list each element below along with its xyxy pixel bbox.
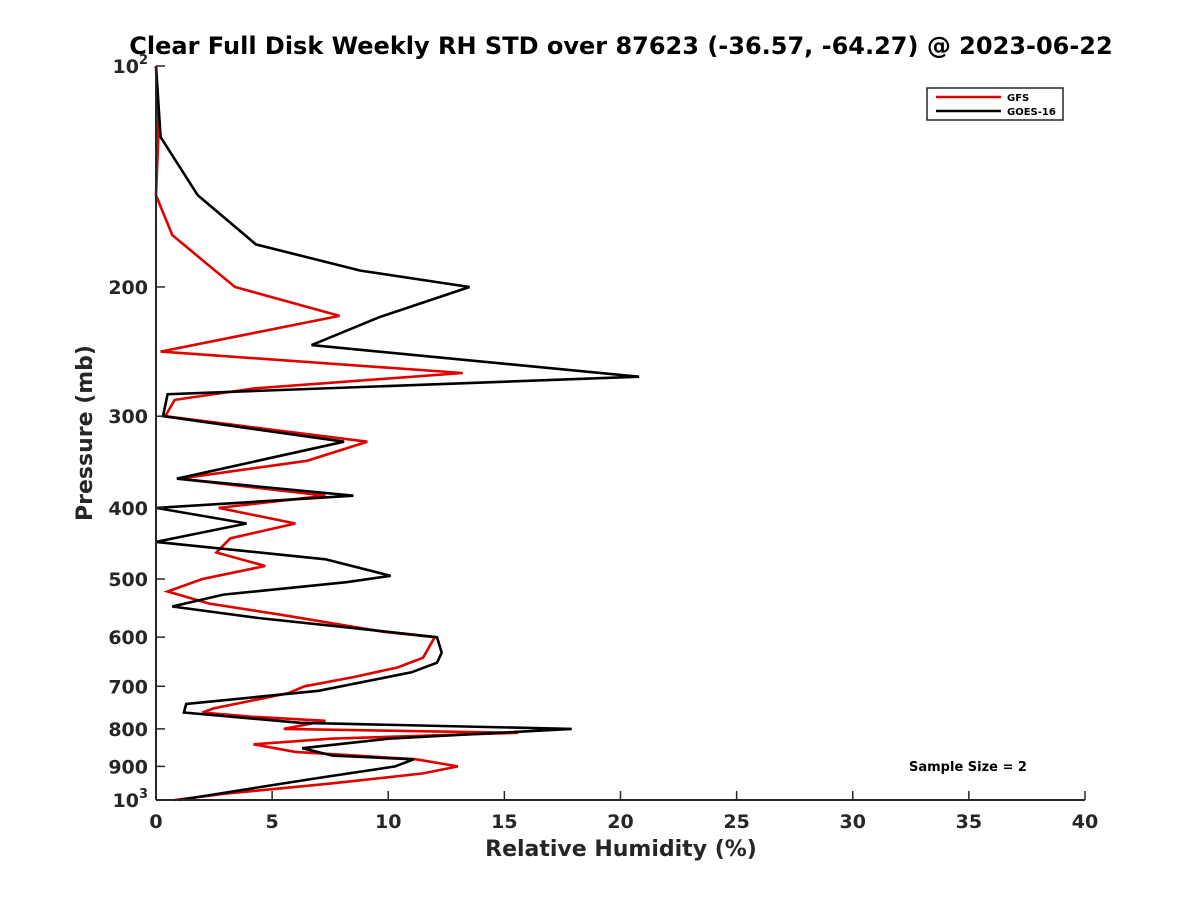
y-tick-label: 900 <box>108 756 148 778</box>
x-tick-label: 10 <box>375 811 401 833</box>
x-tick-label: 40 <box>1072 811 1098 833</box>
series-line-goes16 <box>154 65 640 802</box>
legend-box <box>926 87 1064 121</box>
plot-area: 0 5 10 15 20 25 30 35 40 102 200 300 400 500 600 700 80… <box>108 53 1098 833</box>
y-tick-label: 200 <box>108 277 148 299</box>
x-tick-label: 5 <box>266 811 279 833</box>
x-axis-ticks: 0 5 10 15 20 25 30 35 40 <box>149 791 1098 833</box>
y-axis-label: Pressure (mb) <box>73 345 98 521</box>
y-tick-label: 102 <box>113 53 149 78</box>
legend-label-goes16: GOES-16 <box>1007 107 1056 118</box>
y-tick-label: 400 <box>108 498 148 520</box>
x-tick-label: 20 <box>607 811 633 833</box>
legend-label-gfs: GFS <box>1007 93 1029 104</box>
x-tick-label: 0 <box>149 811 162 833</box>
chart-title: Clear Full Disk Weekly RH STD over 87623… <box>129 32 1112 60</box>
legend: GFS GOES-16 <box>926 87 1064 121</box>
y-axis-ticks: 102 200 300 400 500 600 700 800 900 103 <box>108 53 165 812</box>
y-tick-label: 500 <box>108 569 148 591</box>
x-tick-label: 15 <box>491 811 517 833</box>
y-tick-label: 700 <box>108 676 148 698</box>
y-tick-label: 103 <box>113 787 149 812</box>
series-layer <box>154 65 640 802</box>
x-axis-label: Relative Humidity (%) <box>485 837 757 862</box>
sample-size-annotation: Sample Size = 2 <box>909 760 1027 775</box>
y-tick-label: 600 <box>108 627 148 649</box>
x-tick-label: 35 <box>956 811 982 833</box>
x-tick-label: 25 <box>723 811 749 833</box>
series-line-gfs <box>154 65 519 802</box>
y-tick-label: 800 <box>108 719 148 741</box>
x-tick-label: 30 <box>840 811 866 833</box>
y-tick-label: 300 <box>108 406 148 428</box>
